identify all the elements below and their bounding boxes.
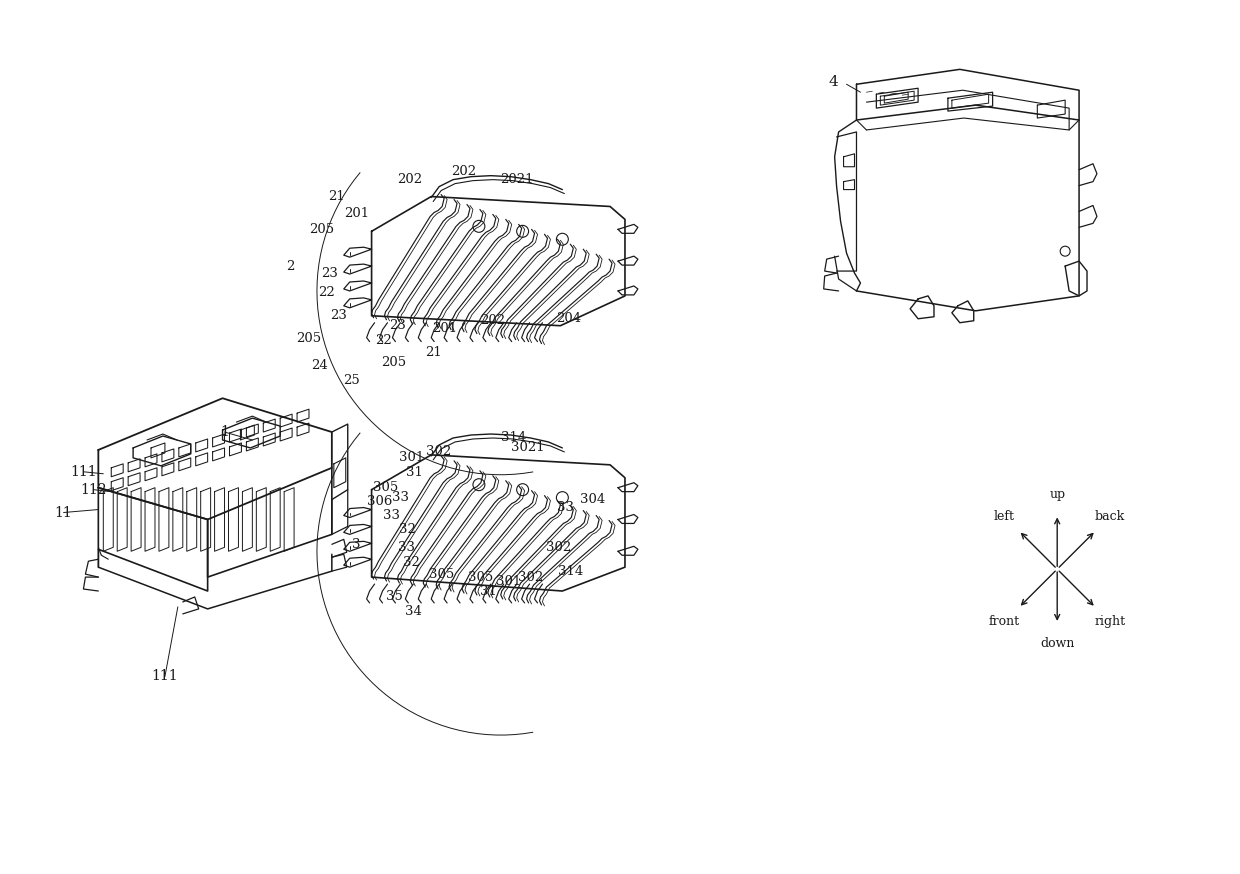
Text: 305: 305 <box>469 571 494 584</box>
Text: 21: 21 <box>329 190 345 203</box>
Text: 202: 202 <box>397 173 422 186</box>
Text: 2: 2 <box>286 260 294 273</box>
Text: 22: 22 <box>319 287 335 300</box>
Text: 33: 33 <box>398 541 415 554</box>
Text: 202: 202 <box>480 315 506 327</box>
Text: 1: 1 <box>219 425 229 439</box>
Text: 25: 25 <box>343 374 360 387</box>
Text: 205: 205 <box>309 223 335 236</box>
Text: 111: 111 <box>71 465 97 479</box>
Text: 205: 205 <box>296 332 321 345</box>
Text: 3: 3 <box>352 538 361 551</box>
Text: 305: 305 <box>373 482 398 494</box>
Text: 205: 205 <box>381 356 405 369</box>
Text: 32: 32 <box>399 523 415 536</box>
Text: 2021: 2021 <box>500 173 533 186</box>
Text: back: back <box>1095 510 1125 523</box>
Text: 32: 32 <box>403 556 420 569</box>
Text: 314: 314 <box>501 432 526 445</box>
Text: 33: 33 <box>392 491 409 504</box>
Text: front: front <box>990 615 1021 628</box>
Text: 301: 301 <box>399 451 424 464</box>
Text: 4: 4 <box>828 75 838 89</box>
Text: 33: 33 <box>557 501 574 514</box>
Text: 22: 22 <box>376 334 392 347</box>
Text: 305: 305 <box>429 567 454 580</box>
Text: 23: 23 <box>389 319 405 332</box>
Text: 11: 11 <box>55 505 72 519</box>
Text: 24: 24 <box>311 359 329 372</box>
Text: left: left <box>994 510 1016 523</box>
Text: 112: 112 <box>81 482 107 496</box>
Text: 204: 204 <box>556 312 580 325</box>
Text: 33: 33 <box>383 509 401 522</box>
Text: 302: 302 <box>425 446 451 458</box>
Text: 35: 35 <box>386 591 403 603</box>
Text: 301: 301 <box>496 574 521 587</box>
Text: 306: 306 <box>367 495 392 508</box>
Text: 31: 31 <box>480 585 497 598</box>
Text: 202: 202 <box>451 165 476 178</box>
Text: 302: 302 <box>546 541 570 554</box>
Text: right: right <box>1095 615 1126 628</box>
Text: 3021: 3021 <box>511 441 544 454</box>
Text: 201: 201 <box>433 323 458 336</box>
Text: 304: 304 <box>579 493 605 506</box>
Text: 21: 21 <box>425 346 441 359</box>
Text: up: up <box>1049 489 1065 501</box>
Text: down: down <box>1040 637 1074 650</box>
Text: 111: 111 <box>151 669 179 683</box>
Text: 201: 201 <box>345 207 370 220</box>
Text: 23: 23 <box>330 309 347 323</box>
Text: 31: 31 <box>405 466 423 479</box>
Text: 23: 23 <box>321 267 339 280</box>
Text: 314: 314 <box>558 565 583 578</box>
Text: 302: 302 <box>518 571 543 584</box>
Text: 34: 34 <box>405 606 422 619</box>
